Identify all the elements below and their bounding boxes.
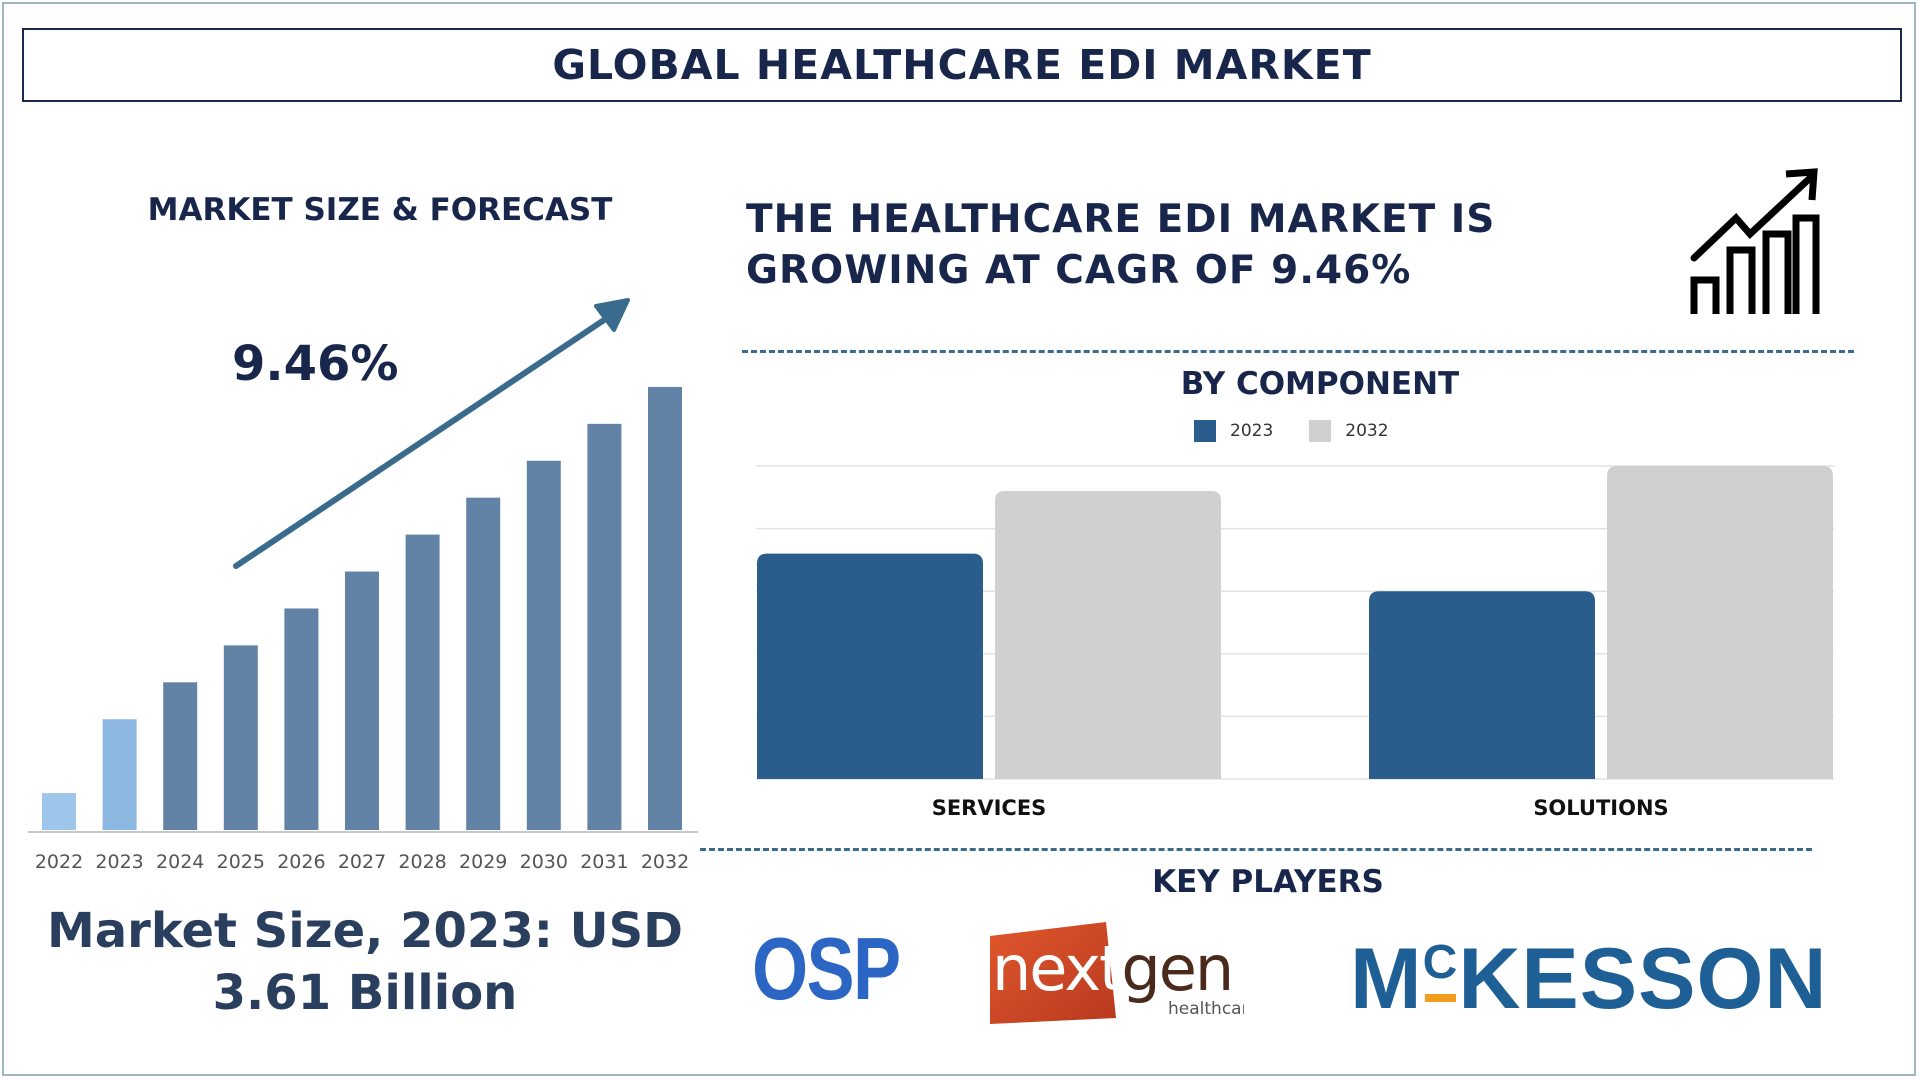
component-chart: SERVICES SOLUTIONS bbox=[756, 465, 1834, 820]
forecast-bar-2030 bbox=[526, 460, 561, 830]
forecast-tick-2023: 2023 bbox=[95, 851, 143, 873]
divider-bottom bbox=[700, 848, 1812, 851]
forecast-tick-2027: 2027 bbox=[338, 851, 386, 873]
component-bar-services-2023 bbox=[757, 553, 983, 779]
forecast-bar-2025 bbox=[223, 645, 258, 830]
mckesson-c-letter: C bbox=[1422, 936, 1459, 989]
key-players-heading: KEY PLAYERS bbox=[1152, 864, 1384, 900]
page-title: GLOBAL HEALTHCARE EDI MARKET bbox=[552, 41, 1372, 89]
mckesson-logo: MC KESSON bbox=[1350, 930, 1828, 1029]
component-tick-services: SERVICES bbox=[932, 796, 1047, 820]
legend-item-2023: 2023 bbox=[1194, 420, 1273, 442]
forecast-bar-2029 bbox=[466, 497, 501, 830]
forecast-bar-2024 bbox=[163, 682, 198, 830]
forecast-tick-2030: 2030 bbox=[520, 851, 568, 873]
forecast-bar-2032 bbox=[648, 386, 682, 830]
forecast-tick-2024: 2024 bbox=[156, 851, 204, 873]
mckesson-c: C bbox=[1422, 935, 1459, 1002]
forecast-chart: 2022 2023 2024 2025 2026 2027 2028 2029 2030 2031… bbox=[28, 298, 698, 873]
forecast-bar-2028 bbox=[405, 534, 440, 830]
market-size-text: Market Size, 2023: USD 3.61 Billion bbox=[20, 900, 710, 1024]
component-legend: 2023 2032 bbox=[1194, 420, 1389, 442]
mckesson-m: M bbox=[1350, 931, 1423, 1027]
forecast-tick-2029: 2029 bbox=[459, 851, 507, 873]
nextgen-subtext: healthcare bbox=[1168, 999, 1244, 1019]
trend-arrow-line bbox=[233, 309, 619, 569]
component-tick-solutions: SOLUTIONS bbox=[1533, 796, 1668, 820]
market-size-line1: Market Size, 2023: USD bbox=[46, 903, 684, 959]
forecast-tick-2025: 2025 bbox=[217, 851, 265, 873]
forecast-bar-2026 bbox=[284, 608, 319, 830]
forecast-tick-2028: 2028 bbox=[398, 851, 446, 873]
nextgen-wordmark: nextgen bbox=[992, 932, 1232, 1005]
forecast-bar-2022 bbox=[42, 793, 76, 830]
headline-line1: THE HEALTHCARE EDI MARKET IS bbox=[746, 197, 1496, 242]
forecast-tick-2022: 2022 bbox=[35, 851, 83, 873]
component-bar-solutions-2023 bbox=[1369, 591, 1595, 779]
osp-logo: OSP bbox=[752, 919, 901, 1018]
forecast-tick-2032: 2032 bbox=[641, 851, 689, 873]
legend-swatch-2023 bbox=[1194, 420, 1216, 442]
legend-label-2032: 2032 bbox=[1345, 421, 1389, 441]
component-heading: BY COMPONENT bbox=[1180, 366, 1460, 402]
legend-item-2032: 2032 bbox=[1309, 420, 1389, 442]
trend-arrow-head bbox=[594, 298, 630, 332]
cagr-label: 9.46% bbox=[232, 336, 399, 392]
growth-chart-icon bbox=[1690, 168, 1820, 314]
headline-line2: GROWING AT CAGR OF 9.46% bbox=[746, 248, 1412, 293]
component-bar-solutions-2032 bbox=[1607, 466, 1833, 779]
title-banner: GLOBAL HEALTHCARE EDI MARKET bbox=[22, 28, 1902, 102]
headline: THE HEALTHCARE EDI MARKET IS GROWING AT … bbox=[746, 194, 1646, 296]
mckesson-rest: KESSON bbox=[1458, 931, 1828, 1027]
component-bar-services-2032 bbox=[995, 491, 1221, 779]
legend-label-2023: 2023 bbox=[1230, 421, 1274, 441]
nextgen-logo: nextgen healthcare bbox=[988, 920, 1259, 1024]
forecast-tick-2031: 2031 bbox=[580, 851, 628, 873]
forecast-bar-2027 bbox=[345, 571, 379, 830]
forecast-heading: MARKET SIZE & FORECAST bbox=[147, 192, 613, 228]
divider-top bbox=[742, 350, 1854, 353]
mckesson-underline bbox=[1424, 994, 1457, 1002]
market-size-line2: 3.61 Billion bbox=[212, 965, 518, 1021]
forecast-tick-2026: 2026 bbox=[277, 851, 325, 873]
forecast-bar-2023 bbox=[102, 719, 137, 830]
legend-swatch-2032 bbox=[1309, 420, 1332, 442]
forecast-bar-2031 bbox=[587, 423, 622, 830]
